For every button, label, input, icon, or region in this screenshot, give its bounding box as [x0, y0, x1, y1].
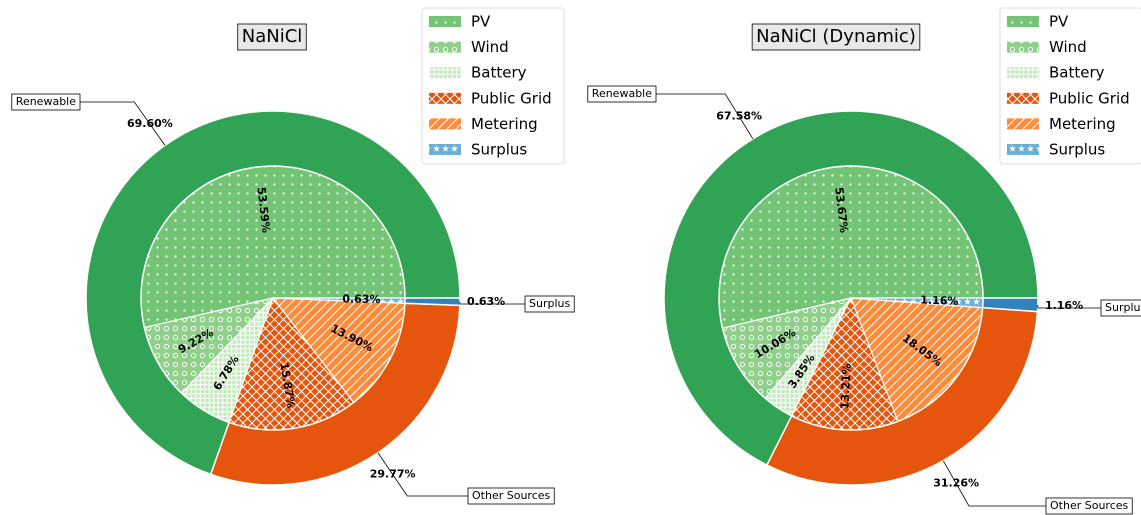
annotation-line [377, 452, 468, 497]
annotation-label: Renewable [16, 95, 76, 108]
inner-value-label: 53.67% [832, 187, 850, 234]
legend-label: Battery [471, 64, 527, 82]
outer-wedge [85, 110, 461, 476]
title-box [237, 23, 307, 51]
legend-swatch [429, 118, 461, 130]
legend-label: Wind [471, 38, 509, 56]
legend-swatch [1007, 92, 1039, 104]
chart-title: NaNiCl [242, 26, 303, 47]
annotation-box [11, 93, 81, 111]
legend-label: Public Grid [1049, 89, 1130, 107]
legend-swatch [429, 92, 461, 104]
legend-label: Public Grid [471, 89, 552, 107]
inner-value-label: 1.16% [920, 294, 959, 308]
legend-label: Metering [1049, 115, 1116, 133]
annotation-box [524, 295, 575, 313]
legend-swatch [429, 144, 461, 155]
annotation-line [942, 460, 1046, 507]
chart-title: NaNiCl (Dynamic) [756, 26, 916, 47]
legend-label: PV [1049, 13, 1069, 31]
annotation-box [1045, 497, 1133, 515]
legend-swatch [1007, 41, 1039, 53]
inner-value-label: 13.21% [838, 363, 853, 409]
annotation-line [459, 301, 525, 305]
annotation-label: Surplus [1105, 301, 1141, 314]
legend-label: PV [471, 13, 491, 31]
annotation-label: Surplus [529, 297, 570, 310]
outer-value-label: 1.16% [1045, 299, 1083, 312]
outer-wedge [663, 110, 1039, 467]
annotation-line [656, 93, 754, 140]
legend-swatch [1007, 16, 1039, 27]
legend-swatch [1007, 144, 1039, 155]
legend-label: Metering [471, 115, 538, 133]
legend-label: Wind [1049, 38, 1087, 56]
annotation-box [1100, 299, 1141, 317]
legend-label: Surplus [471, 141, 527, 159]
inner-value-label: 0.63% [342, 292, 380, 306]
legend-label: Surplus [1049, 141, 1105, 159]
annotation-box [467, 487, 555, 505]
annotation-label: Other Sources [472, 489, 551, 502]
legend-swatch [1007, 67, 1039, 79]
annotation-label: Other Sources [1050, 499, 1129, 512]
outer-value-label: 0.63% [467, 295, 505, 308]
inner-value-label: 53.59% [254, 187, 272, 234]
title-box [751, 23, 921, 51]
legend-swatch [429, 67, 461, 79]
annotation-line [1037, 304, 1101, 309]
legend-label: Battery [1049, 64, 1105, 82]
annotation-box [587, 85, 657, 103]
outer-wedge [765, 306, 1039, 486]
annotation-label: Renewable [592, 87, 652, 100]
legend-swatch [1007, 118, 1039, 130]
outer-wedge [209, 302, 461, 486]
legend-swatch [429, 16, 461, 27]
legend-swatch [429, 41, 461, 53]
annotation-line [80, 101, 166, 146]
outer-wedge [404, 297, 461, 307]
